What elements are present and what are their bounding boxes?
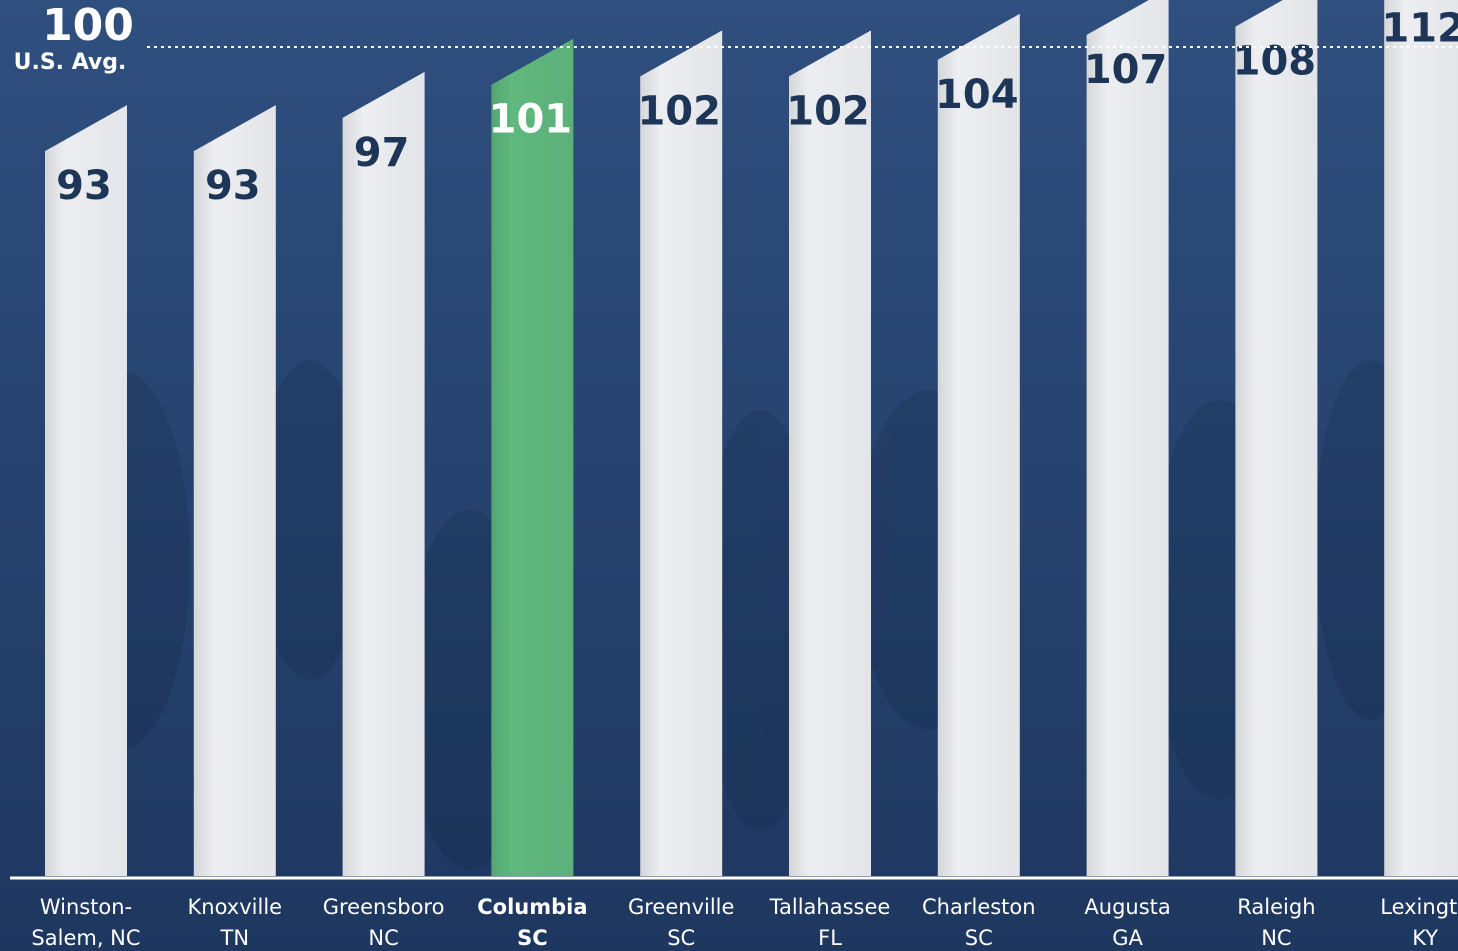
- category-label-0-line-2: Salem, NC: [31, 926, 140, 950]
- bar-value-label-0: 93: [56, 163, 112, 209]
- category-label-3-line-2: SC: [517, 926, 548, 950]
- bar-value-label-8: 108: [1233, 39, 1317, 85]
- bar-value-label-6: 104: [935, 72, 1019, 118]
- bar-shade-1: [193, 105, 276, 877]
- category-label-2-line-2: NC: [368, 926, 398, 950]
- bar-value-label-1: 93: [205, 163, 261, 209]
- category-label-7-line-2: GA: [1112, 926, 1143, 950]
- category-label-9-line-1: Lexingto: [1380, 895, 1458, 919]
- category-label-4-line-2: SC: [667, 926, 695, 950]
- category-label-1-line-2: TN: [220, 926, 250, 950]
- category-label-8-line-1: Raleigh: [1237, 895, 1315, 919]
- bar-shade-2: [342, 71, 425, 876]
- bars-layer: 93 93 97 101 102 102 104 107 108 112: [45, 0, 1458, 877]
- bar-value-label-7: 107: [1084, 47, 1168, 93]
- category-label-1-line-1: Knoxville: [188, 895, 283, 919]
- bar-value-label-4: 102: [637, 88, 721, 134]
- bar-shade-0: [45, 105, 127, 877]
- category-label-7-line-1: Augusta: [1084, 895, 1170, 919]
- category-label-3-line-1: Columbia: [477, 895, 587, 919]
- category-label-0-line-1: Winston-: [40, 895, 132, 919]
- bar-shade-5: [789, 30, 871, 876]
- bar-shade-8: [1235, 0, 1318, 876]
- bar-value-label-9: 112: [1381, 5, 1458, 51]
- category-label-2-line-1: Greensboro: [323, 895, 445, 919]
- category-label-4-line-1: Greenville: [628, 895, 734, 919]
- category-label-6-line-1: Charleston: [922, 895, 1036, 919]
- bar-shade-6: [937, 13, 1020, 877]
- bar-value-label-3: 101: [489, 97, 573, 143]
- reference-line-label: U.S. Avg.: [14, 50, 127, 75]
- category-label-6-line-2: SC: [965, 926, 993, 950]
- category-label-8-line-2: NC: [1261, 926, 1291, 950]
- bar-shade-9: [1384, 0, 1458, 876]
- category-labels-layer: Winston- Salem, NC Knoxville TN Greensboro NC…: [31, 895, 1458, 950]
- bar-shade-4: [640, 30, 723, 876]
- bar-value-label-5: 102: [786, 88, 870, 134]
- category-label-5-line-2: FL: [818, 926, 842, 950]
- bar-value-label-2: 97: [354, 130, 410, 176]
- category-label-5-line-1: Tallahassee: [769, 895, 891, 919]
- bar-shade-7: [1086, 0, 1169, 876]
- reference-value-label: 100: [42, 0, 134, 51]
- category-label-9-line-2: KY: [1412, 926, 1438, 950]
- bar-shade-3: [491, 38, 574, 876]
